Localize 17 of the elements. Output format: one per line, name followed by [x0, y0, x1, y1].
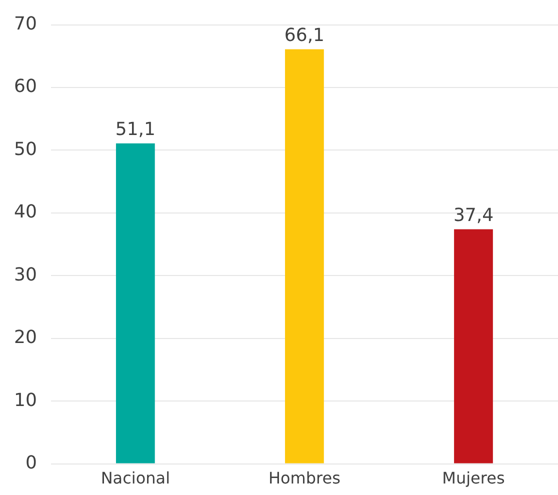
y-tick-label: 40: [14, 202, 37, 223]
data-label: 66,1: [284, 24, 324, 46]
data-label: 51,1: [115, 119, 156, 140]
y-tick-label: 30: [14, 264, 37, 286]
bar: [116, 143, 155, 464]
bar: [454, 229, 493, 464]
x-tick-label: Nacional: [100, 468, 170, 488]
y-tick-label: 50: [14, 138, 37, 160]
bar: [285, 49, 324, 464]
data-label: 37,4: [453, 204, 494, 226]
y-tick-label: 10: [14, 390, 37, 411]
y-tick-label: 20: [14, 327, 37, 348]
y-tick-label: 60: [14, 76, 37, 98]
y-tick-label: 0: [25, 452, 37, 474]
y-tick-label: 70: [14, 13, 37, 34]
x-tick-label: Mujeres: [442, 468, 505, 488]
x-tick-label: Hombres: [268, 468, 340, 488]
